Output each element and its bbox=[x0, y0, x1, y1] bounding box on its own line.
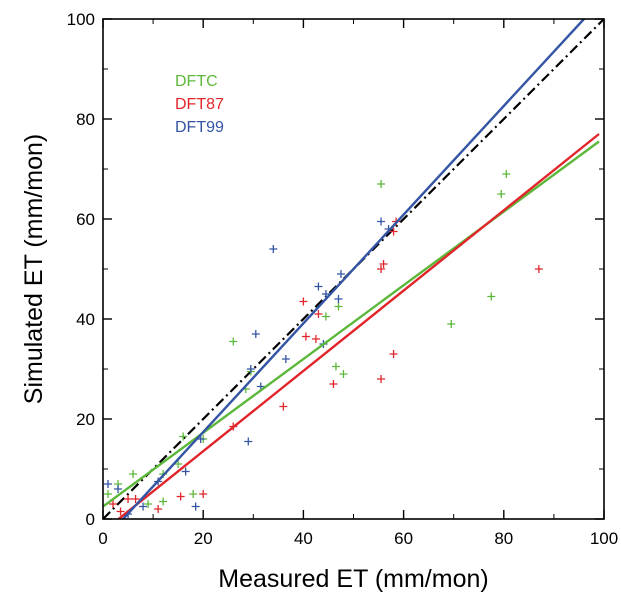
point-dft99-9 bbox=[244, 437, 253, 446]
point-dft87-10 bbox=[299, 297, 308, 306]
point-dft87-11 bbox=[301, 332, 310, 341]
point-dft99-17 bbox=[321, 290, 330, 298]
legend-entry-dft87: DFT87 bbox=[175, 96, 224, 113]
point-dftc-15 bbox=[331, 362, 340, 371]
point-dft87-14 bbox=[329, 380, 338, 388]
point-dft87-15 bbox=[377, 375, 386, 383]
point-dftc-20 bbox=[487, 292, 496, 301]
point-dftc-11 bbox=[229, 337, 238, 346]
point-dft99-6 bbox=[181, 467, 190, 476]
point-dftc-9 bbox=[189, 490, 198, 498]
point-dft99-1 bbox=[104, 480, 113, 488]
point-dft87-21 bbox=[534, 265, 543, 273]
fit-line-dft87 bbox=[116, 133, 600, 519]
marks-layer bbox=[103, 19, 604, 519]
plot-area bbox=[103, 19, 604, 519]
legend: DFTC DFT87 DFT99 bbox=[175, 73, 224, 136]
point-dft99-13 bbox=[269, 245, 278, 253]
y-tick-label-20: 20 bbox=[76, 410, 95, 429]
point-dftc-17 bbox=[339, 370, 348, 378]
one-to-one-line bbox=[103, 19, 604, 519]
y-tick-label-60: 60 bbox=[76, 210, 95, 229]
point-dftc-7 bbox=[174, 460, 183, 468]
point-dft87-17 bbox=[379, 260, 388, 268]
x-tick-label-100: 100 bbox=[590, 529, 618, 548]
point-dftc-5 bbox=[159, 497, 168, 506]
x-tick-label-80: 80 bbox=[494, 529, 513, 548]
point-dft87-12 bbox=[311, 335, 320, 343]
point-dftc-1 bbox=[104, 490, 113, 498]
point-dft87-3 bbox=[124, 495, 133, 503]
point-dft87-9 bbox=[279, 402, 288, 411]
legend-entry-dft99: DFT99 bbox=[175, 119, 224, 136]
point-dft99-4 bbox=[139, 502, 148, 511]
x-axis-label: Measured ET (mm/mon) bbox=[218, 565, 488, 593]
point-dft87-4 bbox=[131, 495, 140, 503]
point-dft99-15 bbox=[314, 282, 323, 291]
point-dft99-11 bbox=[251, 330, 260, 338]
point-dft87-2 bbox=[116, 507, 125, 516]
point-dftc-19 bbox=[447, 320, 456, 328]
fit-line-dft99 bbox=[122, 19, 585, 519]
point-dft99-10 bbox=[246, 365, 255, 373]
point-dft87-18 bbox=[389, 350, 398, 358]
point-dft87-6 bbox=[176, 492, 185, 501]
point-dftc-4 bbox=[144, 500, 153, 508]
point-dftc-3 bbox=[129, 470, 138, 478]
x-tick-label-40: 40 bbox=[294, 529, 313, 548]
point-dft99-18 bbox=[334, 295, 343, 303]
ticks-layer: 0 20 40 60 80 100 0 20 40 60 80 100 bbox=[67, 10, 619, 548]
fit-line-dftc bbox=[103, 140, 600, 508]
y-tick-label-40: 40 bbox=[76, 310, 95, 329]
y-tick-label-0: 0 bbox=[86, 510, 95, 529]
point-dft87-13 bbox=[314, 310, 323, 318]
point-dftc-22 bbox=[502, 170, 511, 178]
point-dft87-1 bbox=[109, 500, 118, 508]
point-dftc-14 bbox=[321, 312, 330, 321]
point-dft87-16 bbox=[377, 265, 386, 273]
legend-entry-dftc: DFTC bbox=[175, 73, 218, 90]
point-dft87-5 bbox=[154, 505, 163, 513]
y-axis-label: Simulated ET (mm/mon) bbox=[20, 134, 48, 404]
y-tick-label-100: 100 bbox=[67, 10, 95, 29]
point-dft99-2 bbox=[114, 485, 123, 493]
point-dftc-18 bbox=[377, 180, 386, 188]
point-dft99-7 bbox=[191, 502, 200, 511]
point-dftc-8 bbox=[179, 432, 188, 441]
point-dft87-7 bbox=[199, 490, 208, 498]
x-tick-label-20: 20 bbox=[194, 529, 213, 548]
x-tick-label-60: 60 bbox=[394, 529, 413, 548]
x-tick-label-0: 0 bbox=[98, 529, 107, 548]
point-dft99-14 bbox=[281, 355, 290, 363]
point-dft99-20 bbox=[377, 217, 386, 226]
point-dftc-16 bbox=[334, 302, 343, 311]
y-tick-label-80: 80 bbox=[76, 110, 95, 129]
point-dft99-19 bbox=[336, 270, 345, 278]
point-dft87-19 bbox=[389, 227, 398, 236]
point-dftc-21 bbox=[497, 190, 506, 198]
